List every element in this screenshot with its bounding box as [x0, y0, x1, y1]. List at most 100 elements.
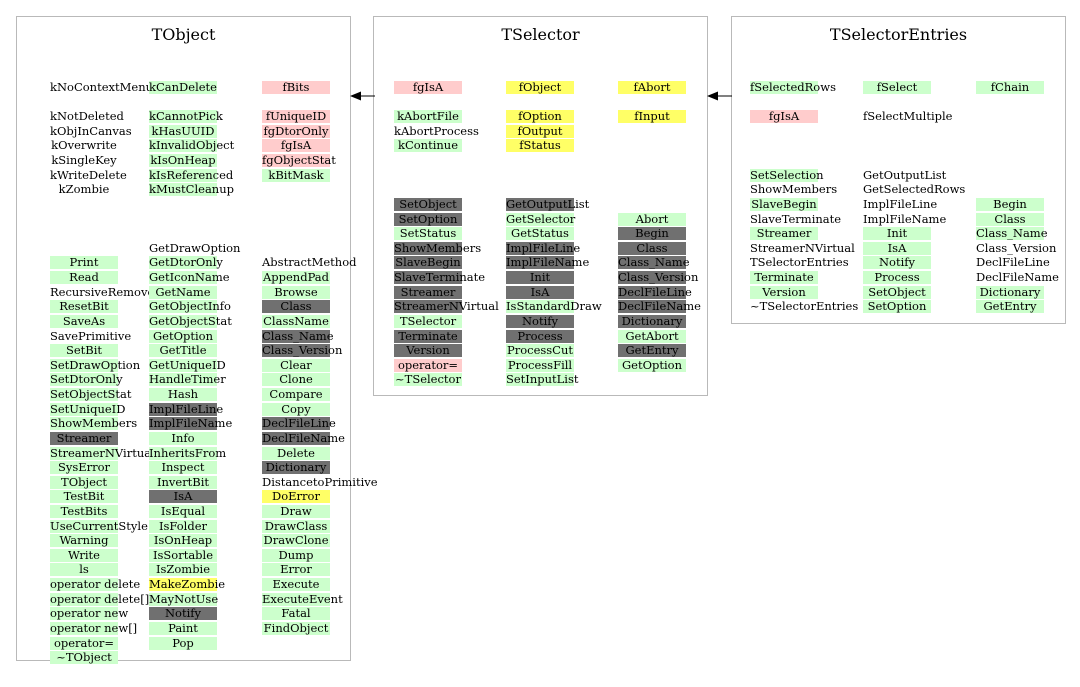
- member-tobject-kmustcleanup: kMustCleanup: [149, 182, 234, 196]
- member-tselectorentries-streamernvirtual: StreamerNVirtual: [750, 241, 855, 255]
- member-tselector-fobject: fObject: [506, 81, 574, 94]
- member-tselector-operator: operator=: [394, 359, 462, 372]
- member-tselectorentries-fchain: fChain: [976, 81, 1044, 94]
- member-tobject-clear: Clear: [262, 359, 330, 372]
- member-tobject-knocontextmenu: kNoContextMenu: [50, 80, 154, 94]
- member-tselector-getstatus: GetStatus: [506, 227, 574, 240]
- member-tselector-kabortfile: kAbortFile: [394, 110, 462, 123]
- member-tobject-kcandelete: kCanDelete: [149, 80, 217, 94]
- member-tselector-declfilename: DeclFileName: [618, 299, 701, 313]
- member-tobject-iszombie: IsZombie: [149, 563, 217, 576]
- member-tselectorentries-class: Class: [976, 213, 1044, 226]
- member-tselectorentries-notify: Notify: [863, 256, 931, 269]
- member-tobject-getuniqueid: GetUniqueID: [149, 358, 226, 372]
- member-tselector-processcut: ProcessCut: [506, 343, 574, 357]
- member-tselector-kabortprocess: kAbortProcess: [394, 124, 479, 138]
- member-tselectorentries-slavebegin: SlaveBegin: [750, 197, 818, 211]
- member-tobject-setdtoronly: SetDtorOnly: [50, 372, 123, 386]
- member-tobject-class-name: Class_Name: [262, 329, 334, 343]
- member-tselectorentries-dictionary: Dictionary: [976, 286, 1044, 299]
- member-tobject-isfolder: IsFolder: [149, 520, 217, 533]
- member-tobject-info: Info: [149, 432, 217, 445]
- member-tobject-isonheap: IsOnHeap: [149, 534, 217, 547]
- member-tselector-setoption: SetOption: [394, 213, 462, 226]
- member-tselectorentries-getselectedrows: GetSelectedRows: [863, 182, 966, 196]
- member-tobject-fgdtoronly: fgDtorOnly: [262, 124, 330, 138]
- member-tobject-draw: Draw: [262, 505, 330, 518]
- member-tobject-warning: Warning: [50, 534, 118, 547]
- member-tobject-operator-delete: operator delete[]: [50, 592, 150, 606]
- member-tselectorentries-terminate: Terminate: [750, 271, 818, 284]
- member-tobject-inheritsfrom: InheritsFrom: [149, 446, 227, 460]
- member-tobject-copy: Copy: [262, 403, 330, 416]
- member-tselectorentries-fselectmultiple: fSelectMultiple: [863, 109, 953, 123]
- member-tobject-declfilename: DeclFileName: [262, 431, 345, 445]
- member-tselector-tselector: ~TSelector: [394, 372, 462, 386]
- member-tobject-kzombie: kZombie: [58, 182, 110, 196]
- member-tobject-getdrawoption: GetDrawOption: [149, 241, 241, 255]
- member-tselector-getoutputlist: GetOutputList: [506, 197, 590, 211]
- member-tobject-dump: Dump: [262, 549, 330, 562]
- member-tobject-operator: operator=: [50, 637, 118, 650]
- member-tobject-gettitle: GetTitle: [149, 344, 217, 357]
- member-tselectorentries-streamer: Streamer: [750, 227, 818, 240]
- inheritance-arrow: [707, 91, 732, 101]
- member-tobject-class-version: Class_Version: [262, 343, 343, 357]
- member-tobject-print: Print: [50, 256, 118, 269]
- member-tselectorentries-declfileline: DeclFileLine: [976, 255, 1050, 269]
- member-tobject-testbits: TestBits: [50, 505, 118, 518]
- member-tobject-kwritedelete: kWriteDelete: [50, 168, 127, 182]
- member-tselectorentries-showmembers: ShowMembers: [750, 182, 838, 196]
- member-tobject-getobjectinfo: GetObjectInfo: [149, 299, 231, 313]
- member-tselector-class: Class: [618, 242, 686, 255]
- member-tobject-recursiveremove: RecursiveRemove: [50, 285, 155, 299]
- member-tobject-browse: Browse: [262, 286, 330, 299]
- member-tobject-compare: Compare: [262, 388, 330, 401]
- member-tobject-hash: Hash: [149, 388, 217, 401]
- member-tobject-inspect: Inspect: [149, 461, 217, 474]
- member-tobject-pop: Pop: [149, 637, 217, 650]
- class-box-tselectorentries: TSelectorEntries fSelectedRows fgIsA SetSe…: [731, 16, 1066, 324]
- member-tselectorentries-fselect: fSelect: [863, 81, 931, 94]
- inheritance-arrow: [350, 91, 375, 101]
- member-tselector-fabort: fAbort: [618, 81, 686, 94]
- member-tobject-class: Class: [262, 300, 330, 313]
- member-tselectorentries-setoption: SetOption: [863, 300, 931, 313]
- member-tobject-executeevent: ExecuteEvent: [262, 592, 343, 606]
- member-tobject-abstractmethod: AbstractMethod: [262, 255, 357, 269]
- member-tselector-slavebegin: SlaveBegin: [394, 255, 462, 269]
- member-tobject-usecurrentstyle: UseCurrentStyle: [50, 519, 148, 533]
- member-tselector-terminate: Terminate: [394, 330, 462, 343]
- member-tselector-implfilename: ImplFileName: [506, 255, 590, 269]
- member-tobject-error: Error: [262, 563, 330, 576]
- member-tobject-ksinglekey: kSingleKey: [51, 153, 117, 167]
- member-tobject-notify: Notify: [149, 607, 217, 620]
- member-tobject-findobject: FindObject: [262, 621, 330, 635]
- member-tselector-fgisa: fgIsA: [394, 81, 462, 94]
- member-tobject-operator-new: operator new[]: [50, 621, 138, 635]
- member-tobject-kcannotpick: kCannotPick: [149, 109, 223, 123]
- member-tobject-saveprimitive: SavePrimitive: [50, 329, 132, 343]
- member-tselectorentries-isa: IsA: [863, 242, 931, 255]
- member-tselector-finput: fInput: [618, 110, 686, 123]
- member-tobject-handletimer: HandleTimer: [149, 372, 226, 386]
- member-tobject-fatal: Fatal: [262, 607, 330, 620]
- member-tobject-doerror: DoError: [262, 490, 330, 503]
- member-tselector-version: Version: [394, 344, 462, 357]
- member-tselector-foption: fOption: [506, 110, 574, 123]
- class-box-tselector: TSelector fgIsA kAbortFile kAbortProcess kC…: [373, 16, 708, 396]
- member-tselector-class-version: Class_Version: [618, 270, 699, 284]
- member-tobject-fbits: fBits: [262, 81, 330, 94]
- member-tobject-read: Read: [50, 271, 118, 284]
- member-tobject-kinvalidobject: kInvalidObject: [149, 138, 235, 152]
- member-tselector-isstandarddraw: IsStandardDraw: [506, 299, 602, 313]
- member-tselector-dictionary: Dictionary: [618, 315, 686, 328]
- member-tobject-getdtoronly: GetDtorOnly: [149, 255, 223, 269]
- member-tselectorentries-tselectorentries: TSelectorEntries: [750, 255, 849, 269]
- member-tselector-kcontinue: kContinue: [394, 139, 462, 152]
- member-tobject-showmembers: ShowMembers: [50, 416, 138, 430]
- member-tselectorentries-class-name: Class_Name: [976, 226, 1048, 240]
- member-tselector-getoption: GetOption: [618, 359, 686, 372]
- member-tselector-tselector: TSelector: [394, 315, 462, 328]
- member-tobject-getname: GetName: [149, 286, 217, 299]
